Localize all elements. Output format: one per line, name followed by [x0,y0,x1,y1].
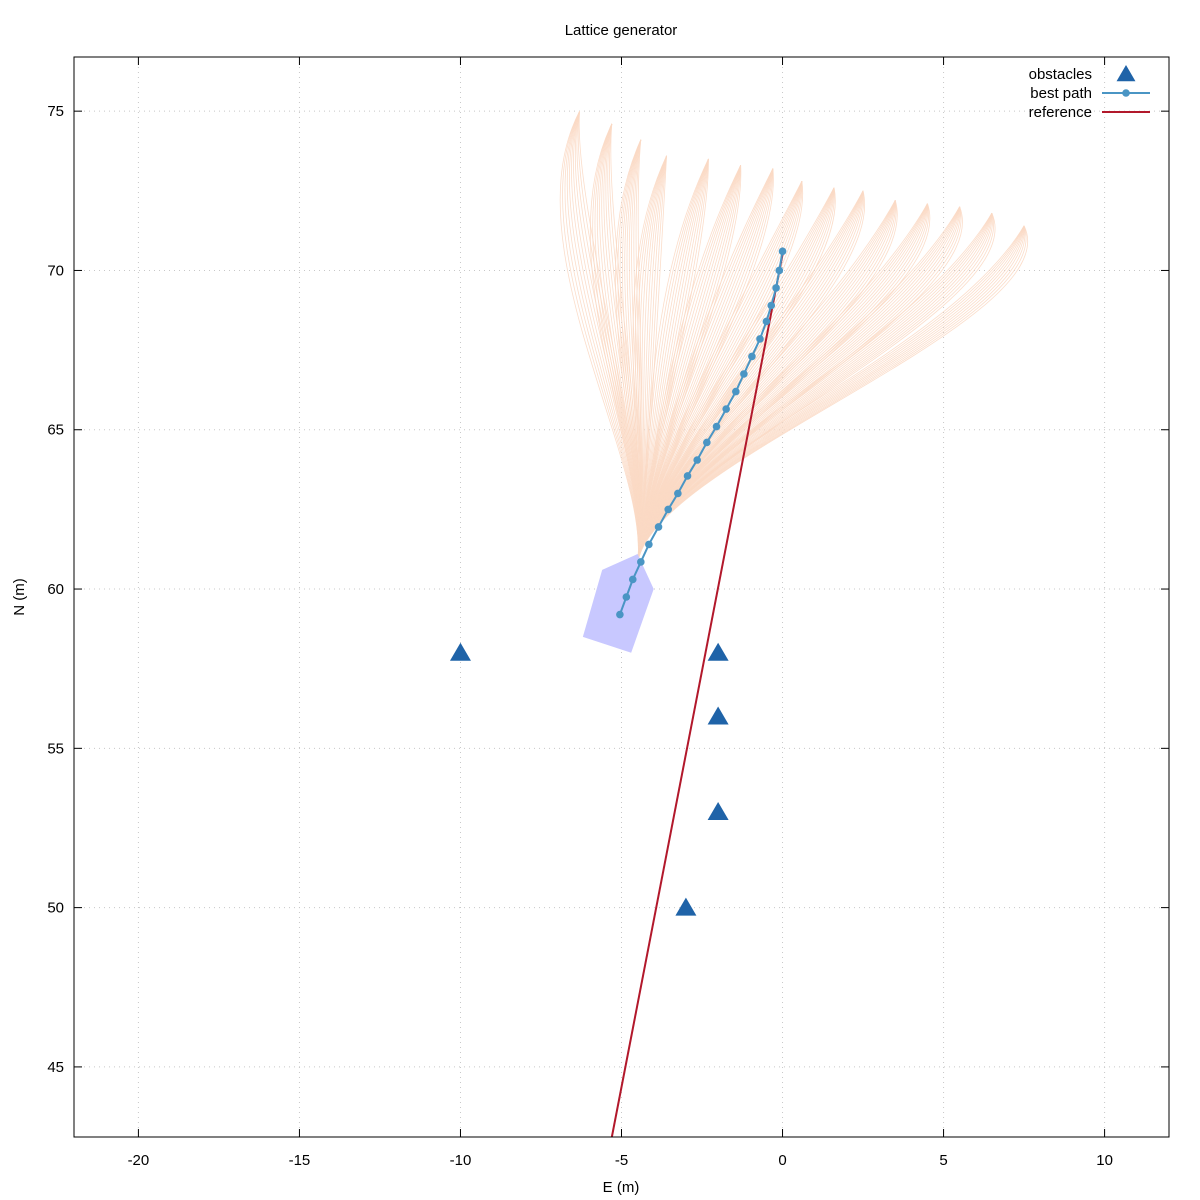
best-path-point [637,558,645,566]
best-path-point [628,575,637,584]
x-tick-label: 10 [1096,1152,1113,1169]
obstacle-marker [675,897,697,916]
legend-best-path-point [1122,89,1130,97]
y-tick-label: 75 [47,103,64,120]
legend-obstacle-marker [1116,65,1136,82]
legend-label: reference [1029,104,1092,121]
best-path-point [740,370,748,378]
best-path-point [732,387,740,396]
reference-series-line [610,254,784,1138]
best-path-point [712,422,721,431]
obstacle-marker [707,802,729,821]
x-tick-label: 5 [939,1152,947,1169]
x-tick-label: 0 [778,1152,786,1169]
best-path-line [618,251,784,615]
best-path-point [756,335,764,343]
lattice-path [637,203,931,564]
x-tick-label: -20 [128,1152,150,1169]
legend: obstacles best path reference [1029,65,1150,121]
vessel-shape [582,553,654,653]
y-tick-label: 70 [47,262,64,279]
y-tick-label: 55 [47,740,64,757]
chart-title: Lattice generator [565,22,678,39]
best-path-point [722,405,730,413]
best-path [616,247,787,619]
y-tick-label: 50 [47,900,64,917]
best-path-point [664,505,672,514]
lattice-path [637,190,864,564]
best-path-point [654,523,663,531]
y-axis-label: N (m) [11,578,28,616]
best-path-point [748,352,756,361]
lattice-path [637,200,896,564]
best-path-point [616,610,624,619]
lattice-path [637,190,864,564]
x-tick-label: -15 [289,1152,311,1169]
obstacle-marker [449,642,471,661]
best-path-point [703,438,711,447]
best-path-point [767,301,776,310]
vessel-polygon [582,553,654,653]
lattice-path [637,225,1028,564]
best-path-point [622,593,631,601]
axis-ticks: -20 -15 -10 -5 0 5 10 45 50 55 60 65 70 75 [47,57,1169,1169]
y-tick-label: 65 [47,422,64,439]
legend-label: obstacles [1029,66,1092,83]
obstacles [449,642,729,916]
reference-line [610,254,784,1138]
best-path-point [778,247,787,256]
lattice-path [637,200,896,564]
lattice-trajectories [559,110,1028,564]
obstacle-marker [707,642,729,661]
best-path-point [762,317,771,326]
best-path-point [683,472,692,480]
x-tick-label: -10 [450,1152,472,1169]
best-path-point [693,456,701,464]
lattice-path [637,200,896,564]
lattice-path [637,200,896,564]
best-path-point [674,489,682,498]
y-tick-label: 45 [47,1059,64,1076]
lattice-path [637,190,864,564]
best-path-point [775,266,784,275]
x-tick-label: -5 [615,1152,628,1169]
x-axis-label: E (m) [603,1179,640,1196]
best-path-point [772,284,780,292]
obstacle-marker [707,706,729,725]
y-tick-label: 60 [47,581,64,598]
legend-label: best path [1030,85,1092,102]
best-path-point [645,540,653,549]
